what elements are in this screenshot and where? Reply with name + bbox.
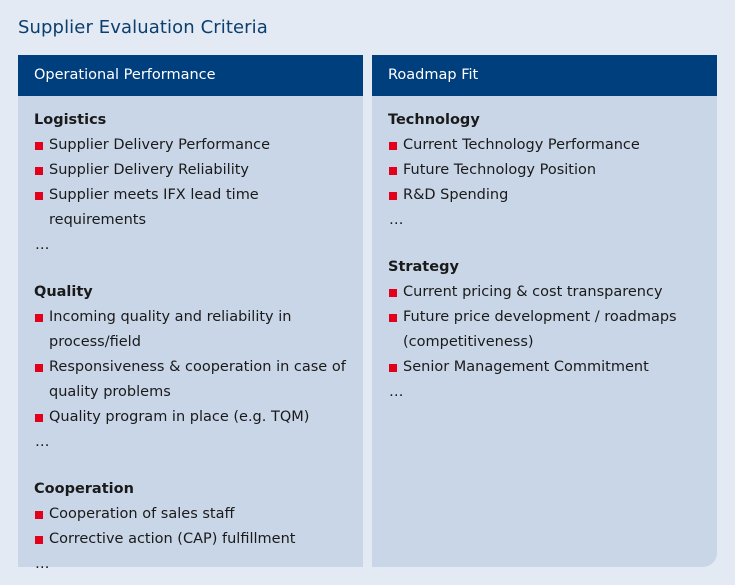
- square-bullet-icon: [35, 314, 43, 322]
- panel-body: Technology Current Technology Performance…: [372, 96, 717, 405]
- criteria-item: Senior Management Commitment: [388, 355, 709, 380]
- square-bullet-icon: [389, 364, 397, 372]
- criteria-item: Responsiveness & cooperation in case of …: [34, 355, 355, 405]
- criteria-item-label: Current pricing & cost transparency: [403, 284, 663, 300]
- criteria-item-label: Supplier Delivery Performance: [49, 137, 271, 153]
- square-bullet-icon: [389, 192, 397, 200]
- square-bullet-icon: [389, 167, 397, 175]
- criteria-item-label: R&D Spending: [403, 187, 509, 203]
- section-title: Quality: [34, 284, 93, 300]
- criteria-list: Supplier Delivery Performance Supplier De…: [34, 133, 355, 233]
- panel-header: Operational Performance: [18, 55, 363, 96]
- criteria-item-label: Senior Management Commitment: [403, 359, 649, 375]
- criteria-item-label: Responsiveness & cooperation in case of …: [49, 359, 346, 400]
- square-bullet-icon: [35, 192, 43, 200]
- criteria-item: Corrective action (CAP) fulfillment: [34, 527, 355, 552]
- operational-performance-panel: Operational Performance Logistics Supplie…: [18, 55, 363, 572]
- square-bullet-icon: [389, 142, 397, 150]
- criteria-item-label: Supplier Delivery Reliability: [49, 162, 249, 178]
- criteria-item-label: Quality program in place (e.g. TQM): [49, 409, 310, 425]
- panel-header: Roadmap Fit: [372, 55, 717, 96]
- criteria-item: Supplier meets IFX lead time requirement…: [34, 183, 355, 233]
- criteria-item: Cooperation of sales staff: [34, 502, 355, 527]
- more-ellipsis: …: [35, 237, 50, 253]
- criteria-section: Cooperation Cooperation of sales staff Cor…: [34, 477, 355, 577]
- criteria-item-label: Incoming quality and reliability in proc…: [49, 309, 292, 350]
- roadmap-fit-panel: Roadmap Fit Technology Current Technology…: [372, 55, 717, 567]
- criteria-item: Incoming quality and reliability in proc…: [34, 305, 355, 355]
- criteria-item: Future price development / roadmaps (com…: [388, 305, 709, 355]
- more-ellipsis: …: [35, 434, 50, 450]
- criteria-item-label: Current Technology Performance: [403, 137, 640, 153]
- square-bullet-icon: [35, 142, 43, 150]
- criteria-list: Current pricing & cost transparency Futur…: [388, 280, 709, 380]
- page-title: Supplier Evaluation Criteria: [18, 17, 268, 38]
- criteria-list: Cooperation of sales staff Corrective act…: [34, 502, 355, 552]
- criteria-item-label: Cooperation of sales staff: [49, 506, 235, 522]
- square-bullet-icon: [35, 536, 43, 544]
- criteria-item: Supplier Delivery Performance: [34, 133, 355, 158]
- panel-body: Logistics Supplier Delivery Performance Su…: [18, 96, 363, 577]
- more-ellipsis: …: [389, 384, 404, 400]
- criteria-item: Future Technology Position: [388, 158, 709, 183]
- criteria-item-label: Future Technology Position: [403, 162, 597, 178]
- square-bullet-icon: [389, 289, 397, 297]
- criteria-section: Logistics Supplier Delivery Performance Su…: [34, 108, 355, 258]
- more-ellipsis: …: [389, 212, 404, 228]
- square-bullet-icon: [35, 414, 43, 422]
- section-title: Logistics: [34, 112, 107, 128]
- criteria-list: Current Technology Performance Future Tec…: [388, 133, 709, 208]
- criteria-list: Incoming quality and reliability in proc…: [34, 305, 355, 430]
- criteria-item: Current pricing & cost transparency: [388, 280, 709, 305]
- square-bullet-icon: [35, 364, 43, 372]
- criteria-item-label: Corrective action (CAP) fulfillment: [49, 531, 296, 547]
- more-ellipsis: …: [35, 556, 50, 572]
- criteria-item: Quality program in place (e.g. TQM): [34, 405, 355, 430]
- section-title: Cooperation: [34, 481, 134, 497]
- section-title: Strategy: [388, 259, 459, 275]
- criteria-item: Supplier Delivery Reliability: [34, 158, 355, 183]
- section-title: Technology: [388, 112, 480, 128]
- square-bullet-icon: [35, 167, 43, 175]
- criteria-item: Current Technology Performance: [388, 133, 709, 158]
- criteria-section: Strategy Current pricing & cost transpare…: [388, 255, 709, 405]
- criteria-item-label: Future price development / roadmaps (com…: [403, 309, 677, 350]
- criteria-item: R&D Spending: [388, 183, 709, 208]
- square-bullet-icon: [389, 314, 397, 322]
- square-bullet-icon: [35, 511, 43, 519]
- criteria-section: Technology Current Technology Performance…: [388, 108, 709, 233]
- criteria-section: Quality Incoming quality and reliability …: [34, 280, 355, 455]
- criteria-item-label: Supplier meets IFX lead time requirement…: [49, 187, 259, 228]
